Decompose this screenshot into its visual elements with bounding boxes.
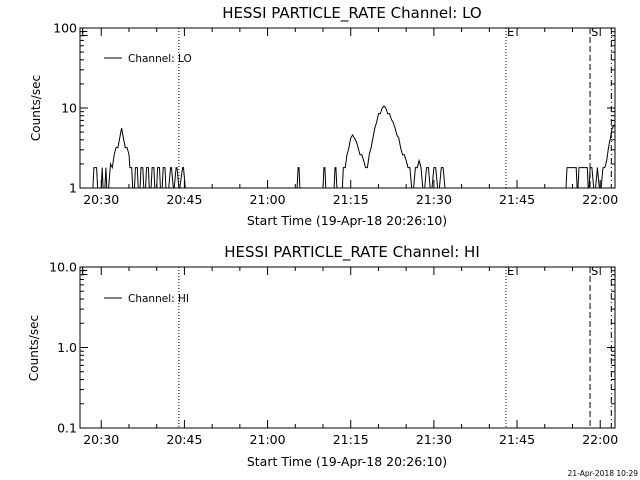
- x-tick-label: 22:00: [582, 432, 618, 447]
- legend-label: Channel: HI: [128, 293, 189, 305]
- x-tick-label: 21:30: [416, 192, 452, 207]
- x-tick-label: 20:45: [166, 432, 202, 447]
- event-marker-label: S: [591, 264, 598, 278]
- y-tick-label: 10.0: [49, 260, 77, 275]
- x-tick-label: 20:30: [83, 432, 119, 447]
- series-line-lo: [92, 105, 616, 189]
- x-tick-label: 21:30: [416, 432, 452, 447]
- chart-panel-hi: HESSI PARTICLE_RATE Channel: HI E E S 20:3…: [27, 243, 618, 469]
- y-tick-label: 10: [61, 101, 77, 116]
- y-tick-label: 1.0: [57, 340, 77, 355]
- chart-panel-lo: HESSI PARTICLE_RATE Channel: LO E E S 20:3…: [29, 4, 618, 228]
- event-marker-label: S: [591, 25, 598, 39]
- x-axis-label: Start Time (19-Apr-18 20:26:10): [247, 213, 447, 228]
- event-marker-label: E: [507, 264, 514, 278]
- x-axis-label: Start Time (19-Apr-18 20:26:10): [247, 454, 447, 469]
- event-marker-label: E: [81, 264, 88, 278]
- y-tick-label: 100: [53, 21, 77, 36]
- y-axis-label: Counts/sec: [29, 75, 43, 141]
- x-tick-label: 20:45: [166, 192, 202, 207]
- x-tick-label: 21:45: [499, 432, 535, 447]
- legend-label: Channel: LO: [128, 53, 192, 65]
- x-tick-label: 21:15: [333, 192, 369, 207]
- x-tick-label: 22:00: [582, 192, 618, 207]
- y-tick-label: 0.1: [57, 421, 77, 436]
- x-axis-ticks: 20:30 20:45 21:00 21:15 21:30 21:45 22:00: [83, 28, 618, 207]
- plot-frame: [79, 266, 616, 429]
- y-tick-label: 1: [69, 181, 77, 196]
- x-tick-label: 21:00: [250, 192, 286, 207]
- y-axis-label: Counts/sec: [27, 315, 41, 381]
- plot-frame: [79, 27, 616, 189]
- x-tick-label: 20:30: [83, 192, 119, 207]
- x-tick-label: 21:00: [250, 432, 286, 447]
- footer-timestamp: 21-Apr-2018 10:29: [568, 469, 639, 478]
- x-tick-label: 21:15: [333, 432, 369, 447]
- y-axis-ticks: 1 10 100: [53, 21, 615, 196]
- y-axis-ticks: 0.1 1.0 10.0: [49, 260, 615, 436]
- chart-title: HESSI PARTICLE_RATE Channel: HI: [224, 243, 480, 262]
- x-tick-label: 21:45: [499, 192, 535, 207]
- x-axis-ticks: 20:30 20:45 21:00 21:15 21:30 21:45 22:00: [83, 267, 618, 447]
- event-marker-label: E: [507, 25, 514, 39]
- event-marker-label: E: [81, 25, 88, 39]
- chart-title: HESSI PARTICLE_RATE Channel: LO: [222, 4, 481, 23]
